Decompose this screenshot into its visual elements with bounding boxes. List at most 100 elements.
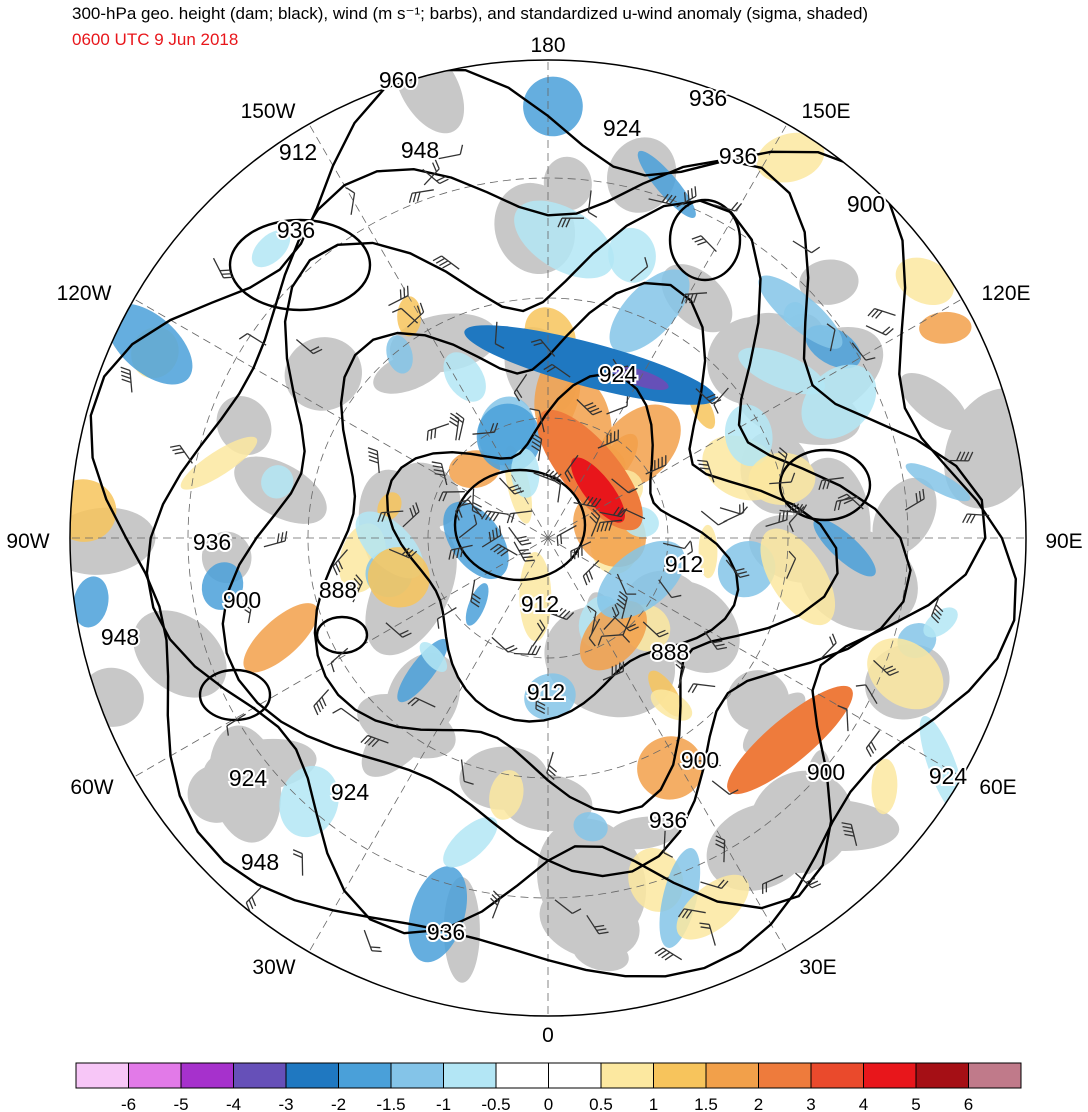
contour-labels: 960 936 924 912 948 936 900 936 924 936 912 900 888 9… xyxy=(99,65,970,947)
figure-title: 300-hPa geo. height (dam; black), wind (… xyxy=(72,4,869,23)
wind-barb xyxy=(587,190,598,218)
wind-barb xyxy=(458,514,478,539)
wind-barb xyxy=(499,477,525,495)
wind-barb xyxy=(120,366,133,393)
wind-barb xyxy=(589,508,601,537)
contour-label: 924 xyxy=(331,779,370,805)
wind-barb xyxy=(931,595,944,624)
wind-barb xyxy=(350,574,363,603)
wind-barb xyxy=(725,559,750,578)
wind-barb xyxy=(557,217,584,228)
wind-barb xyxy=(777,447,788,476)
colorbar-tick-label: 0.5 xyxy=(589,1095,613,1112)
colorbar-swatch xyxy=(128,1062,182,1089)
contour-label: 936 xyxy=(689,85,727,111)
colorbar-tick-label: 1.5 xyxy=(694,1095,718,1112)
wind-barb xyxy=(245,886,263,912)
wind-barb xyxy=(423,159,440,186)
colorbar-swatch xyxy=(758,1062,812,1089)
wind-barb xyxy=(554,899,582,915)
longitude-label-bottom: 0 xyxy=(542,1024,554,1047)
contour-label: 948 xyxy=(101,624,139,650)
wind-barb xyxy=(692,760,721,771)
contour-label: 912 xyxy=(665,551,703,577)
wind-barb xyxy=(622,614,633,643)
colorbar-tick-label: 5 xyxy=(911,1095,920,1112)
colorbar-tick-label: -0.5 xyxy=(481,1095,510,1112)
wind-barb xyxy=(788,506,805,533)
wind-barb xyxy=(588,618,601,647)
colorbar-tick-label: -2 xyxy=(331,1095,346,1112)
wind-barb xyxy=(699,922,716,946)
wind-barb xyxy=(458,499,483,518)
wind-barb xyxy=(673,541,694,564)
colorbar-swatch xyxy=(338,1062,392,1089)
wind-barb xyxy=(715,835,726,863)
wind-barb xyxy=(833,496,859,511)
wind-barb xyxy=(556,524,577,547)
wind-barb xyxy=(792,240,821,254)
wind-barb xyxy=(663,830,674,858)
wind-barb xyxy=(402,502,420,528)
wind-barb xyxy=(388,547,418,559)
colorbar-swatch xyxy=(810,1062,864,1089)
wind-barb xyxy=(677,908,706,919)
wind-barb xyxy=(663,540,692,550)
wind-barb xyxy=(436,607,457,629)
contour-label: 900 xyxy=(681,747,719,773)
wind-barb xyxy=(460,759,474,785)
colorbar-tick-label: -1 xyxy=(436,1095,451,1112)
colorbar-swatch xyxy=(653,1062,707,1089)
wind-barb xyxy=(263,531,288,548)
contour-label: 924 xyxy=(603,115,642,141)
contour-label: 900 xyxy=(807,759,845,785)
wind-barb xyxy=(612,358,635,379)
wind-barb xyxy=(432,255,460,270)
wind-barb xyxy=(472,422,499,435)
wind-barb xyxy=(238,332,267,346)
wind-barb xyxy=(602,661,625,681)
longitude-labels: 180 0 90W 90E 150W 150E 120W 120E 60W 60E 30W 30E xyxy=(6,34,1082,1047)
contour-label: 912 xyxy=(527,679,565,705)
colorbar-swatch xyxy=(600,1062,654,1089)
wind-barb xyxy=(388,285,409,307)
wind-barb xyxy=(586,914,609,935)
longitude-label-mid-upper-left: 120W xyxy=(57,282,112,305)
wind-barb xyxy=(530,338,556,357)
wind-barb xyxy=(962,513,990,524)
wind-barb xyxy=(438,491,465,502)
colorbar-swatch xyxy=(443,1062,497,1089)
wind-barb xyxy=(719,506,748,515)
graticule xyxy=(70,60,1026,1016)
wind-barb xyxy=(841,822,858,846)
colorbar-swatch xyxy=(915,1062,969,1089)
wind-barb xyxy=(570,541,592,561)
wind-barb xyxy=(426,423,450,441)
wind-barb xyxy=(612,615,639,632)
colorbar-tick-label: -6 xyxy=(121,1095,136,1112)
wind-barb xyxy=(582,559,600,586)
wind-barb xyxy=(695,388,722,405)
wind-barb xyxy=(533,469,562,482)
wind-barb xyxy=(226,713,246,736)
wind-barb xyxy=(455,495,472,521)
wind-barb xyxy=(573,496,602,508)
wind-barb xyxy=(769,472,796,485)
contour-label: 936 xyxy=(649,807,687,833)
wind-barb xyxy=(904,488,925,511)
wind-barb xyxy=(597,634,624,646)
wind-barb xyxy=(532,619,546,647)
wind-barb xyxy=(408,189,434,203)
longitude-label-left: 90W xyxy=(6,530,49,553)
colorbar-swatch xyxy=(390,1062,444,1089)
colorbar-swatch xyxy=(180,1062,234,1089)
wind-barb xyxy=(391,307,419,324)
wind-barb xyxy=(576,399,603,416)
wind-barb xyxy=(675,659,686,689)
height-contours xyxy=(89,68,1018,978)
wind-barb xyxy=(711,780,739,796)
wind-barb xyxy=(385,622,412,638)
wind-barb xyxy=(490,890,501,919)
contour-label: 948 xyxy=(401,137,439,163)
colorbar-tick-label: -5 xyxy=(173,1095,188,1112)
